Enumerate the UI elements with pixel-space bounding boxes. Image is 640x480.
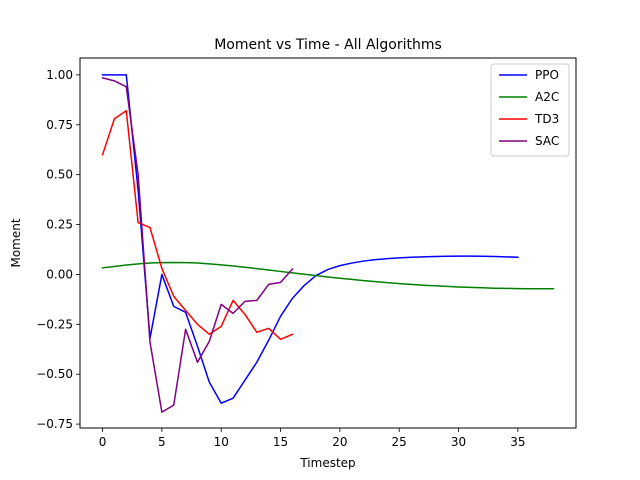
series-line-td3 — [101, 110, 294, 341]
y-tick-label: 0.75 — [46, 118, 73, 132]
legend-box — [490, 63, 570, 157]
x-tick-label: 35 — [510, 435, 525, 449]
series-line-ppo — [101, 74, 519, 404]
x-tick-label: 15 — [273, 435, 288, 449]
y-tick-label: 0.25 — [46, 218, 73, 232]
legend-label-td3: TD3 — [534, 112, 559, 126]
y-tick-label: 0.50 — [46, 168, 73, 182]
series-line-sac — [101, 76, 294, 413]
x-tick-label: 20 — [332, 435, 347, 449]
x-tick-label: 30 — [451, 435, 466, 449]
y-tick-label: −0.75 — [36, 417, 73, 431]
x-tick-label: 10 — [214, 435, 229, 449]
legend-label-ppo: PPO — [535, 68, 559, 82]
y-tick-label: −0.50 — [36, 367, 73, 381]
legend-label-sac: SAC — [535, 134, 559, 148]
x-axis: 0 5 10 15 20 25 30 35 — [99, 428, 525, 449]
y-tick-label: −0.25 — [36, 317, 73, 331]
y-axis-label: Moment — [9, 218, 23, 267]
legend: PPO A2C TD3 SAC — [490, 63, 570, 157]
series-layer — [101, 74, 555, 413]
y-axis: −0.75 −0.50 −0.25 0.00 0.25 0.50 0.75 1.00 — [36, 68, 80, 431]
plot-frame — [79, 57, 577, 429]
series-line-a2c — [101, 261, 555, 290]
legend-label-a2c: A2C — [535, 90, 559, 104]
y-tick-label: 0.00 — [46, 267, 73, 281]
y-tick-label: 1.00 — [46, 68, 73, 82]
x-tick-label: 25 — [392, 435, 407, 449]
x-tick-label: 0 — [99, 435, 107, 449]
chart-title: Moment vs Time - All Algorithms — [214, 37, 442, 53]
x-tick-label: 5 — [158, 435, 166, 449]
x-axis-label: Timestep — [299, 456, 355, 470]
